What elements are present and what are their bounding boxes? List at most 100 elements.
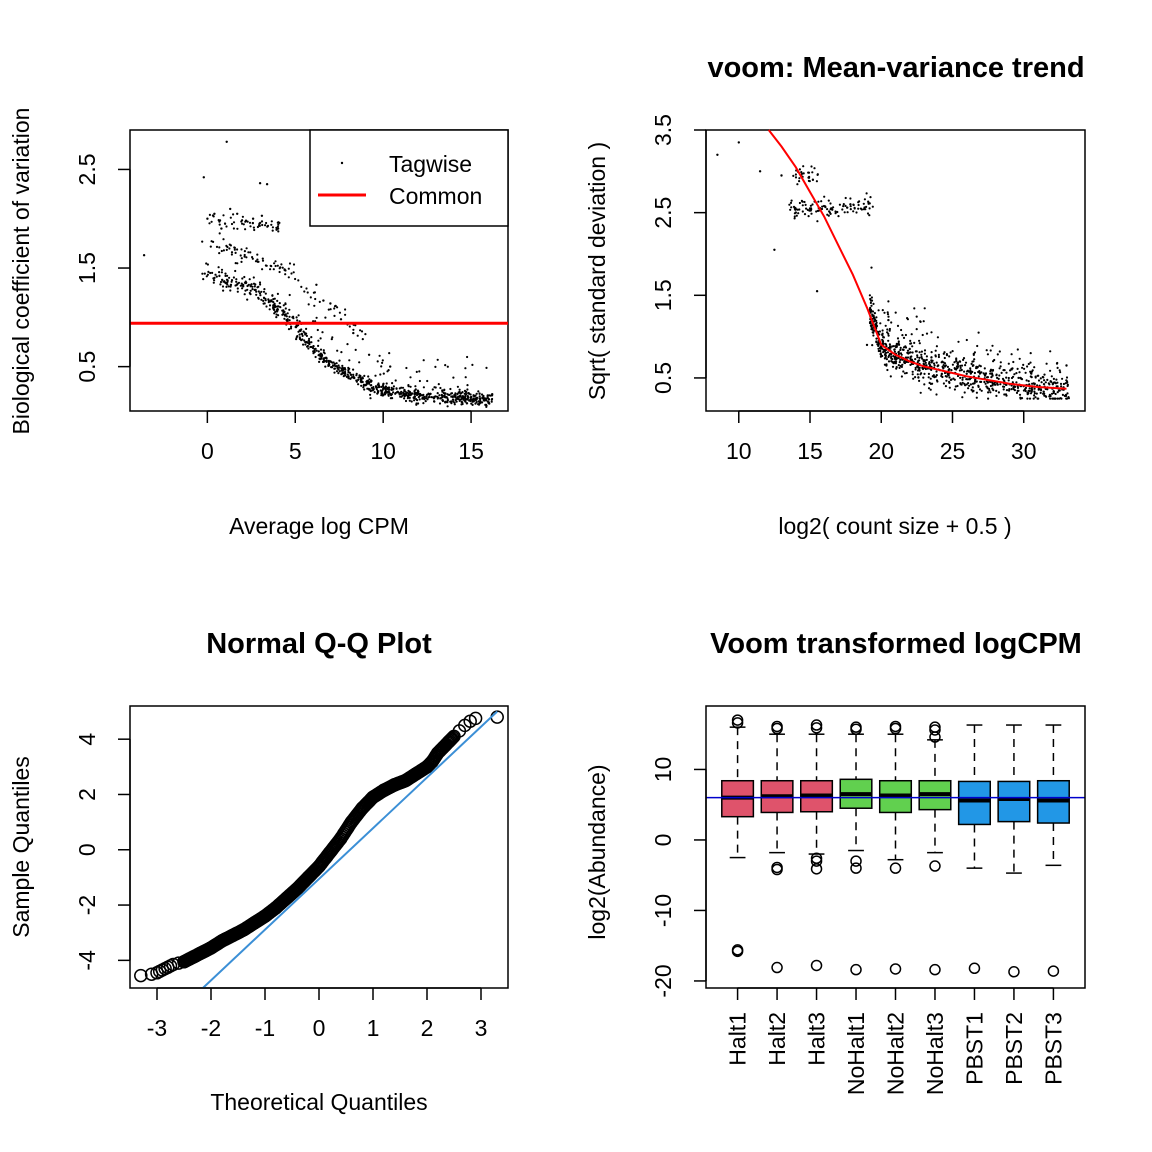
bcv-point bbox=[264, 224, 267, 227]
bcv-point bbox=[452, 376, 455, 379]
bcv-point bbox=[363, 388, 366, 391]
voom-point bbox=[844, 204, 847, 207]
voom-point bbox=[802, 165, 805, 168]
voom-point bbox=[881, 332, 884, 335]
bcv-point bbox=[490, 400, 493, 403]
voom-point bbox=[999, 365, 1002, 368]
voom-x-axis: 10 15 20 25 30 bbox=[726, 410, 1037, 464]
voom-point bbox=[1030, 388, 1033, 391]
bcv-point bbox=[272, 306, 275, 309]
bcv-point bbox=[422, 402, 425, 405]
bcv-point bbox=[297, 314, 300, 317]
bcv-point bbox=[401, 394, 404, 397]
bcv-point bbox=[295, 324, 298, 327]
bcv-point bbox=[206, 263, 209, 266]
voom-point bbox=[922, 376, 925, 379]
box-y-tick-label: -10 bbox=[650, 894, 676, 927]
voom-point bbox=[881, 309, 884, 312]
bcv-point bbox=[271, 229, 274, 232]
voom-point bbox=[957, 361, 960, 364]
bcv-point bbox=[275, 228, 278, 231]
voom-point bbox=[891, 365, 895, 368]
voom-point bbox=[877, 309, 880, 312]
bcv-point bbox=[327, 308, 330, 311]
bcv-point bbox=[443, 394, 446, 397]
voom-point bbox=[883, 357, 887, 360]
voom-point bbox=[942, 366, 945, 369]
bcv-point bbox=[475, 401, 478, 404]
bcv-point bbox=[361, 376, 364, 379]
qq-y-label: Sample Quantiles bbox=[8, 756, 34, 938]
bcv-point bbox=[265, 221, 268, 225]
voom-point bbox=[1028, 397, 1032, 400]
voom-point bbox=[859, 207, 863, 210]
bcv-point bbox=[232, 221, 236, 224]
bcv-point bbox=[478, 395, 481, 398]
voom-y-tick-label: 3.5 bbox=[650, 114, 676, 146]
voom-point bbox=[886, 313, 890, 316]
bcv-point bbox=[453, 395, 456, 398]
voom-point bbox=[888, 354, 891, 357]
voom-point bbox=[1056, 391, 1059, 394]
voom-point bbox=[1051, 382, 1054, 385]
bcv-point bbox=[451, 398, 455, 401]
bcv-point bbox=[258, 281, 262, 284]
voom-point bbox=[920, 353, 923, 356]
bcv-point bbox=[472, 394, 475, 397]
voom-point bbox=[900, 328, 903, 332]
bcv-point bbox=[487, 398, 490, 401]
voom-point bbox=[989, 384, 993, 388]
bcv-point bbox=[383, 393, 386, 396]
voom-point bbox=[960, 368, 963, 371]
bcv-point bbox=[298, 333, 301, 336]
voom-point bbox=[796, 183, 799, 186]
voom-point bbox=[1054, 397, 1057, 400]
bcv-point bbox=[378, 354, 381, 357]
voom-point bbox=[953, 388, 957, 391]
voom-point bbox=[991, 369, 995, 372]
voom-point bbox=[1019, 396, 1022, 399]
bcv-point bbox=[230, 251, 234, 254]
voom-point bbox=[940, 372, 944, 375]
bcv-point bbox=[317, 354, 320, 357]
bcv-point bbox=[236, 227, 239, 230]
voom-point bbox=[917, 359, 920, 362]
bcv-point bbox=[251, 288, 254, 291]
bcv-point bbox=[434, 365, 437, 368]
bcv-point bbox=[340, 351, 343, 354]
bcv-point bbox=[429, 392, 432, 395]
voom-point bbox=[843, 211, 846, 214]
bcv-point bbox=[409, 376, 412, 379]
voom-point bbox=[978, 388, 982, 391]
voom-point bbox=[918, 356, 921, 359]
qq-y-tick-label: 4 bbox=[74, 733, 100, 746]
voom-x-tick-label: 20 bbox=[868, 438, 894, 464]
bcv-point bbox=[472, 397, 475, 400]
voom-point bbox=[901, 334, 904, 337]
bcv-point bbox=[301, 334, 304, 337]
bcv-point bbox=[354, 348, 357, 351]
bcv-point bbox=[385, 382, 388, 385]
bcv-point bbox=[485, 366, 488, 369]
bcv-point bbox=[206, 217, 209, 220]
bcv-point bbox=[223, 280, 226, 283]
bcv-y-axis: 0.5 1.5 2.5 bbox=[74, 153, 131, 383]
voom-point bbox=[942, 361, 945, 364]
voom-point bbox=[884, 352, 887, 356]
bcv-point bbox=[218, 274, 221, 278]
voom-point bbox=[937, 355, 941, 359]
bcv-point bbox=[306, 291, 309, 294]
voom-point bbox=[998, 367, 1001, 370]
qq-point bbox=[445, 731, 459, 746]
bcv-point bbox=[228, 247, 231, 250]
voom-point bbox=[790, 199, 793, 202]
voom-point bbox=[1033, 394, 1036, 397]
voom-point bbox=[886, 328, 889, 331]
voom-point bbox=[869, 324, 873, 327]
bcv-point bbox=[450, 392, 454, 395]
bcv-point bbox=[235, 280, 238, 283]
voom-point bbox=[919, 391, 922, 394]
voom-point bbox=[838, 203, 842, 206]
bcv-point bbox=[244, 289, 247, 292]
bcv-point bbox=[225, 225, 228, 228]
